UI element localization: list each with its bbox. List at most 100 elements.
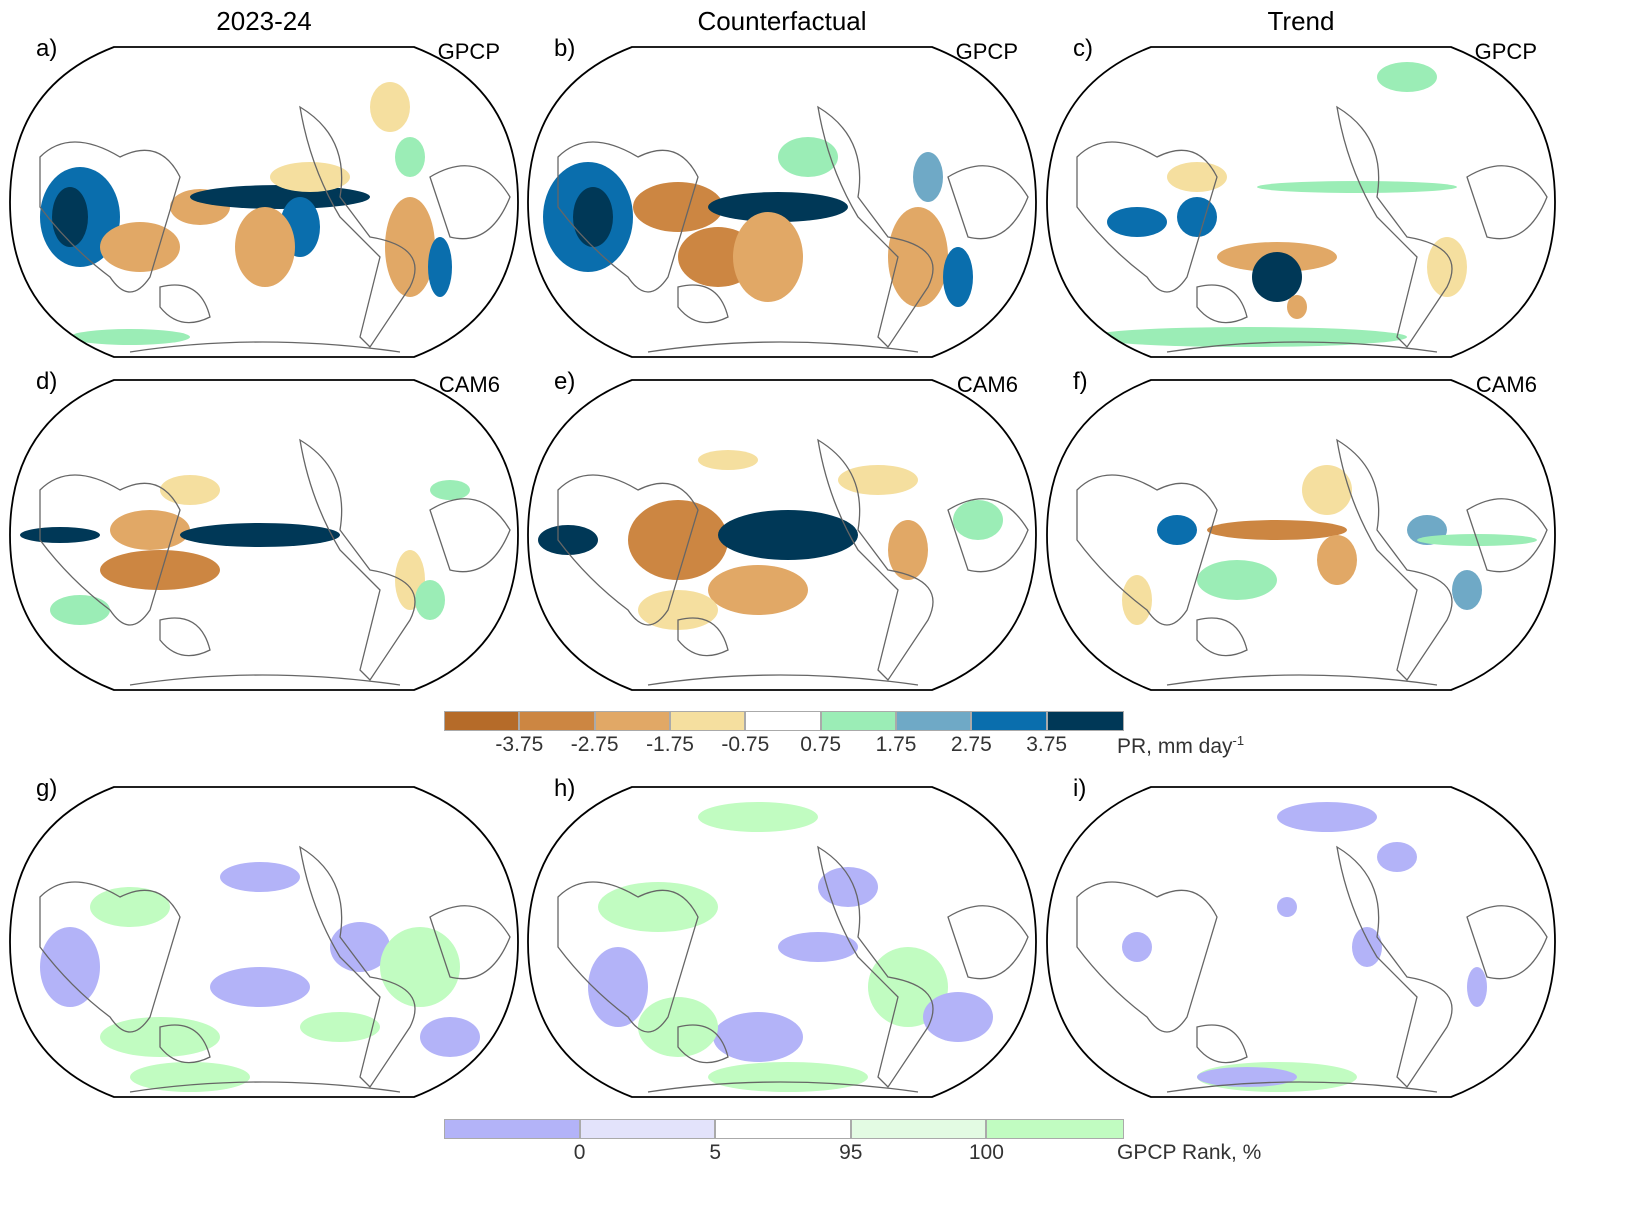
map-svg [9,786,519,1098]
coastline [947,905,1029,980]
anomaly-region [1277,802,1377,832]
colorbar-tick-label: -0.75 [721,733,770,756]
anomaly-region [1207,520,1347,540]
coastline [557,141,699,293]
anomaly-region [888,207,948,307]
anomaly-region [300,1012,380,1042]
coastline [677,1024,729,1064]
coastline [1466,165,1548,240]
rank-colorbar [444,1119,1124,1139]
coastline [1166,674,1438,686]
anomaly-region [943,247,973,307]
anomaly-region [270,162,350,192]
coastline [1196,284,1248,324]
anomaly-region [778,137,838,177]
anomaly-region [708,1062,868,1092]
map-svg [527,46,1037,358]
anomaly-region [1277,897,1297,917]
coastline [129,674,401,686]
coastline [429,905,511,980]
coastline [299,845,416,1089]
map-outline [1046,46,1556,358]
coastline [1166,341,1438,353]
panel-label: a) [36,35,58,62]
anomaly-region [838,465,918,495]
anomaly-region [923,992,993,1042]
anomaly-region [220,862,300,892]
data-source-label: GPCP [437,39,500,64]
coastline [129,341,401,353]
anomaly-region [913,152,943,202]
anomaly-region [130,1062,250,1092]
anomaly-region [210,967,310,1007]
anomaly-region [1177,197,1217,237]
map-panel-c: c) GPCP [1046,35,1556,358]
colorbar-swatch [716,1120,852,1138]
anomaly-region [1107,207,1167,237]
colorbar-swatch [520,712,596,730]
anomaly-region [953,500,1003,540]
map-svg [1046,46,1556,358]
coastline [817,105,934,349]
anomaly-region [698,450,758,470]
data-source-label: GPCP [1474,39,1537,64]
anomaly-region [1122,932,1152,962]
map-outline [9,46,519,358]
anomaly-region [1167,162,1227,192]
anomaly-region [430,480,470,500]
map-outline [9,786,519,1098]
panel-label: c) [1073,35,1093,62]
coastline [1076,141,1218,293]
anomaly-region [1122,575,1152,625]
coastline [1336,438,1453,682]
coastline [1076,474,1218,626]
coastline [159,284,211,324]
coastline [647,674,919,686]
anomaly-region [698,802,818,832]
coastline [299,105,416,349]
map-svg [9,46,519,358]
coastline [557,474,699,626]
map-panel-b: b) GPCP [527,35,1037,358]
coastline [947,165,1029,240]
map-panel-a: a) GPCP [9,35,519,358]
anomaly-region [573,187,613,247]
anomaly-region [708,192,848,222]
map-svg [1046,379,1556,691]
anomaly-region [1317,535,1357,585]
coastline [947,498,1029,573]
panel-label: g) [36,775,58,802]
coastline [647,1081,919,1093]
anomaly-region [888,520,928,580]
colorbar-tick-label: -3.75 [495,733,544,756]
anomaly-region [50,595,110,625]
anomaly-region [1197,560,1277,600]
anomaly-region [330,922,390,972]
colorbar-tick-label: 95 [839,1141,863,1164]
colorbar-swatch [896,712,973,730]
anomaly-region [1257,181,1457,193]
colorbar-swatch [972,712,1048,730]
pr-colorbar-title-text: PR, mm day [1117,735,1233,758]
coastline [817,438,934,682]
anomaly-region [1452,570,1482,610]
pr-colorbar [444,711,1124,731]
coastline [677,617,729,657]
coastline [429,165,511,240]
data-source-label: CAM6 [438,372,500,397]
anomaly-region [160,475,220,505]
coastline [1466,905,1548,980]
map-svg [1046,786,1556,1098]
coastline [1336,845,1453,1089]
map-outline [1046,379,1556,691]
coastline [159,1024,211,1064]
anomaly-region [235,207,295,287]
colorbar-tick-label: -1.75 [646,733,694,756]
map-svg [527,379,1037,691]
anomaly-region [1252,252,1302,302]
anomaly-region [20,527,100,543]
anomaly-region [778,932,858,962]
anomaly-region [1157,515,1197,545]
colorbar-tick-label: -2.75 [570,733,619,756]
anomaly-region [633,182,723,232]
